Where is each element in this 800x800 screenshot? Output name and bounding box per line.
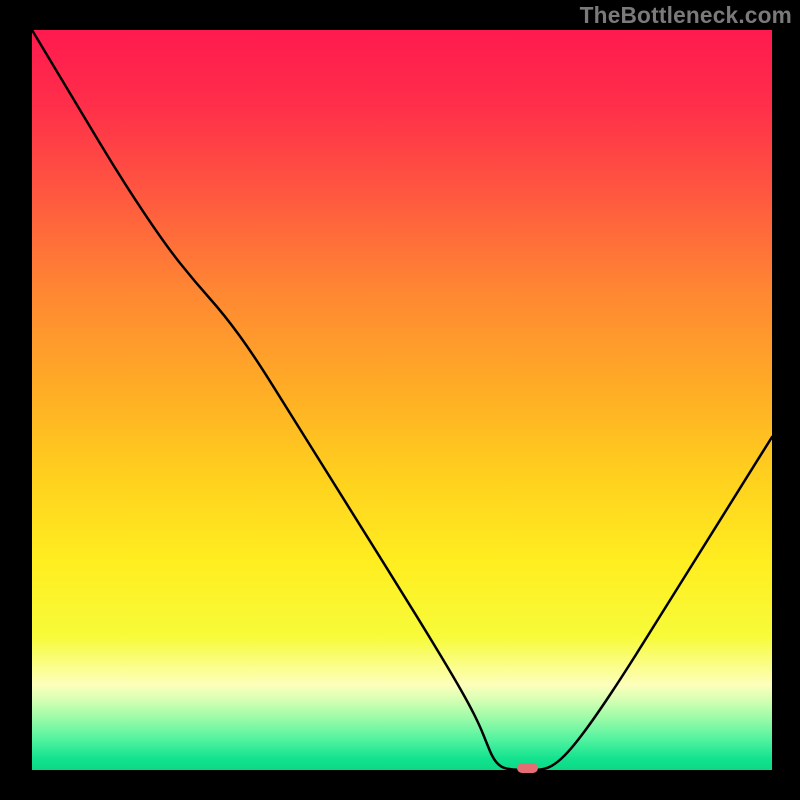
optimum-marker bbox=[517, 763, 538, 773]
curve-path bbox=[32, 30, 772, 770]
plot-area bbox=[32, 30, 772, 770]
chart-frame: TheBottleneck.com bbox=[0, 0, 800, 800]
bottleneck-curve bbox=[32, 30, 772, 770]
watermark-text: TheBottleneck.com bbox=[580, 2, 792, 29]
